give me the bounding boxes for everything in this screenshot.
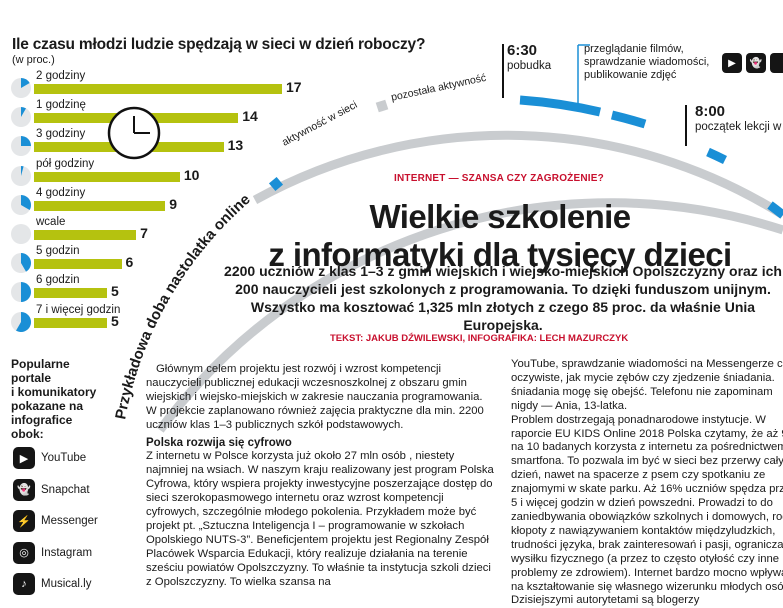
portals-title-line: i komunikatory [11, 385, 97, 399]
hours-pie-icon [11, 253, 31, 274]
subheading: Polska rozwija się cyfrowo [146, 436, 292, 449]
bar [34, 171, 180, 182]
bar-value: 10 [183, 166, 200, 183]
online-activity-note: przeglądanie filmów, sprawdzanie wiadomo… [584, 43, 709, 82]
youtube-icon: ▶ [722, 53, 742, 73]
portal-item: 👻 Snapchat [13, 478, 90, 501]
portals-title: Popularne portale i komunikatory pokazan… [11, 357, 96, 441]
paragraph: Głównym celem projektu jest rozwój i wzr… [146, 363, 484, 431]
clock-icon [107, 106, 161, 160]
bar-value: 6 [125, 254, 134, 271]
portal-name: Instagram [41, 546, 93, 559]
portal-item: ♪ Musical.ly [13, 573, 91, 595]
hours-pie-icon [11, 136, 31, 157]
portal-name: YouTube [41, 452, 87, 464]
bar [34, 259, 122, 270]
byline: TEKST: JAKUB DŹWILEWSKI, INFOGRAFIKA: LE… [330, 333, 629, 344]
portals-title-line: infografice [11, 413, 73, 427]
hours-pie-icon [11, 311, 32, 332]
snapchat-icon: 👻 [746, 53, 766, 73]
lead-paragraph: 2200 uczniów z klas 1–3 z gmin wiejskich… [224, 263, 782, 333]
bar-value: 9 [169, 195, 178, 212]
note-line: sprawdzanie wiadomości, [584, 56, 710, 68]
bar [34, 200, 166, 211]
messenger-icon: ⚡ [13, 510, 35, 532]
note-line: przeglądanie filmów, [584, 43, 684, 55]
headline-line-1: Wielkie szkolenie [369, 198, 632, 235]
article-column-2: YouTube, sprawdzanie wiadomości na Messe… [511, 358, 783, 608]
bar-value: 14 [242, 108, 258, 125]
bar-label: 5 godzin [36, 245, 80, 258]
bar [34, 84, 282, 94]
portals-title-line: Popularne [11, 357, 70, 371]
bar-value: 13 [227, 137, 244, 154]
headline: Wielkie szkolenie z informatyki dla tysi… [220, 198, 780, 274]
musically-icon: ♪ [13, 573, 35, 595]
bar-label: 2 godziny [36, 70, 86, 82]
portal-item: ▶ YouTube [13, 447, 86, 469]
bar-label: 1 godzinę [36, 99, 86, 112]
portal-name: Messenger [41, 515, 98, 527]
chart-unit: (w proc.) [12, 54, 55, 66]
hours-pie-icon [11, 107, 31, 128]
messenger-icon [770, 53, 783, 73]
bar-label: 3 godziny [36, 128, 86, 141]
portal-item: ⚡ Messenger [13, 510, 98, 532]
bar-value: 5 [110, 283, 119, 300]
hours-pie-icon [11, 282, 31, 303]
article-column-1: Głównym celem projektu jest rozwój i wzr… [146, 363, 496, 590]
bar-label: 7 i więcej godzin [36, 303, 121, 316]
event-time-wakeup: 6:30 [507, 42, 538, 59]
note-line: publikowanie zdjęć [584, 69, 677, 81]
bar-label: wcale [36, 216, 66, 228]
event-time-school: 8:00 [695, 103, 726, 120]
daily-timeline: Przykładowa doba nastolatka online [112, 44, 783, 433]
bar [34, 230, 137, 240]
hours-pie-icon [11, 224, 31, 244]
bar-value: 5 [110, 312, 119, 329]
bar [34, 317, 107, 328]
hours-pie-icon [11, 78, 31, 98]
headline-line-2: z informatyki dla tysięcy dzieci [268, 236, 732, 273]
portals-title-line: portale [11, 371, 52, 385]
event-desc-wakeup: pobudka [507, 60, 552, 72]
bar-value: 7 [140, 225, 148, 241]
paragraph: YouTube, sprawdzanie wiadomości na Messe… [511, 358, 783, 412]
bar-label: pół godziny [36, 157, 95, 170]
portal-name: Musical.ly [41, 578, 92, 590]
bar [34, 288, 107, 299]
youtube-icon: ▶ [13, 447, 35, 469]
bar-label: 4 godziny [36, 186, 86, 199]
portals-title-line: obok: [11, 427, 44, 441]
portal-item: ◎ Instagram [13, 541, 93, 564]
bar-label: 6 godzin [36, 274, 80, 287]
instagram-icon: ◎ [13, 541, 35, 564]
bar-value: 17 [286, 79, 302, 95]
section-label: INTERNET — SZANSA CZY ZAGROŻENIE? [394, 173, 604, 184]
portals-title-line: pokazane na [11, 399, 84, 413]
snapchat-icon: 👻 [13, 478, 35, 501]
event-desc-school: początek lekcji w [695, 121, 782, 133]
hours-pie-icon [11, 165, 31, 186]
chart-title: Ile czasu młodzi ludzie spędzają w sieci… [12, 36, 426, 53]
hours-pie-icon [11, 194, 31, 215]
paragraph: Z internetu w Polsce korzysta już około … [146, 450, 494, 588]
portal-name: Snapchat [41, 483, 90, 496]
paragraph: Problem dostrzegają ponadnarodowe instyt… [511, 413, 783, 607]
